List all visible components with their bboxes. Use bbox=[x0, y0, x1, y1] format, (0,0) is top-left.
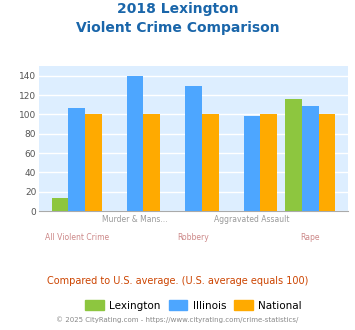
Bar bbox=[202, 115, 219, 211]
Text: Violent Crime Comparison: Violent Crime Comparison bbox=[76, 21, 279, 35]
Text: All Violent Crime: All Violent Crime bbox=[44, 233, 109, 242]
Text: Murder & Mans...: Murder & Mans... bbox=[102, 214, 168, 223]
Text: Robbery: Robbery bbox=[178, 233, 209, 242]
Bar bbox=[127, 76, 143, 211]
Bar bbox=[185, 86, 202, 211]
Bar bbox=[143, 115, 160, 211]
Bar bbox=[244, 116, 260, 211]
Bar bbox=[285, 99, 302, 211]
Text: Aggravated Assault: Aggravated Assault bbox=[214, 214, 290, 223]
Bar bbox=[260, 115, 277, 211]
Bar bbox=[51, 198, 68, 211]
Text: 2018 Lexington: 2018 Lexington bbox=[117, 2, 238, 16]
Bar bbox=[302, 106, 319, 211]
Text: © 2025 CityRating.com - https://www.cityrating.com/crime-statistics/: © 2025 CityRating.com - https://www.city… bbox=[56, 317, 299, 323]
Bar bbox=[68, 108, 85, 211]
Bar bbox=[85, 115, 102, 211]
Legend: Lexington, Illinois, National: Lexington, Illinois, National bbox=[81, 296, 306, 315]
Text: Rape: Rape bbox=[301, 233, 320, 242]
Bar bbox=[319, 115, 335, 211]
Text: Compared to U.S. average. (U.S. average equals 100): Compared to U.S. average. (U.S. average … bbox=[47, 276, 308, 285]
